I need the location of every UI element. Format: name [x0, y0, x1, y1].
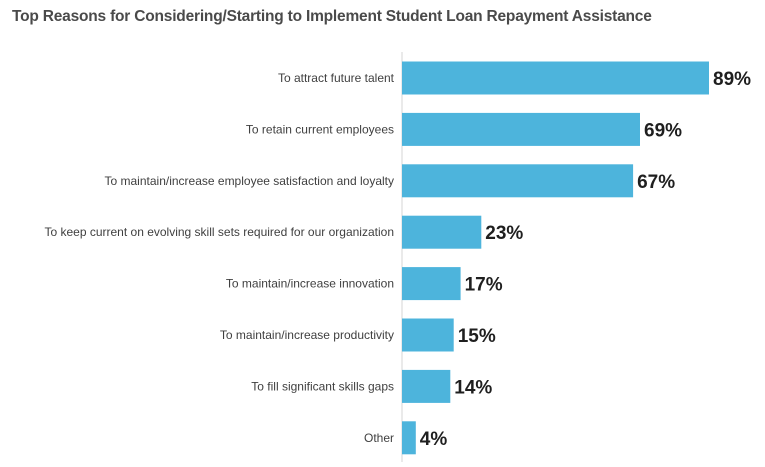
- bar-other: [402, 421, 416, 455]
- value-label-to-attract-future-talent: 89%: [713, 69, 751, 90]
- value-label-to-keep-current-on-evolving-skill-sets-required-for-our-organization: 23%: [485, 223, 523, 244]
- category-label-to-attract-future-talent: To attract future talent: [278, 71, 395, 85]
- bars-group: [402, 61, 709, 455]
- category-label-other: Other: [364, 431, 394, 445]
- value-label-to-maintain-increase-employee-satisfaction-and-loyalty: 67%: [637, 172, 675, 193]
- value-label-to-retain-current-employees: 69%: [644, 120, 682, 141]
- value-label-to-maintain-increase-innovation: 17%: [465, 275, 503, 296]
- category-label-to-maintain-increase-productivity: To maintain/increase productivity: [220, 328, 394, 342]
- category-label-to-keep-current-on-evolving-skill-sets-required-for-our-organization: To keep current on evolving skill sets r…: [44, 225, 394, 239]
- category-label-to-fill-significant-skills-gaps: To fill significant skills gaps: [251, 379, 394, 393]
- bar-to-fill-significant-skills-gaps: [402, 369, 451, 403]
- bar-to-maintain-increase-innovation: [402, 267, 461, 301]
- category-label-to-maintain-increase-employee-satisfaction-and-loyalty: To maintain/increase employee satisfacti…: [105, 174, 395, 188]
- bar-to-maintain-increase-productivity: [402, 318, 454, 352]
- category-labels-group: To attract future talent To retain curren…: [44, 71, 394, 445]
- value-label-to-maintain-increase-productivity: 15%: [458, 326, 496, 347]
- bar-to-maintain-increase-employee-satisfaction-and-loyalty: [402, 164, 634, 198]
- value-label-to-fill-significant-skills-gaps: 14%: [454, 377, 492, 398]
- bar-to-attract-future-talent: [402, 61, 709, 95]
- bar-to-retain-current-employees: [402, 112, 640, 146]
- category-label-to-maintain-increase-innovation: To maintain/increase innovation: [226, 277, 394, 291]
- chart-title: Top Reasons for Considering/Starting to …: [12, 8, 652, 25]
- value-label-other: 4%: [420, 429, 448, 450]
- category-label-to-retain-current-employees: To retain current employees: [246, 122, 394, 136]
- bar-to-keep-current-on-evolving-skill-sets-required-for-our-organization: [402, 215, 482, 249]
- value-labels-group: 89% 69% 67% 23% 17% 15% 14% 4%: [420, 69, 751, 450]
